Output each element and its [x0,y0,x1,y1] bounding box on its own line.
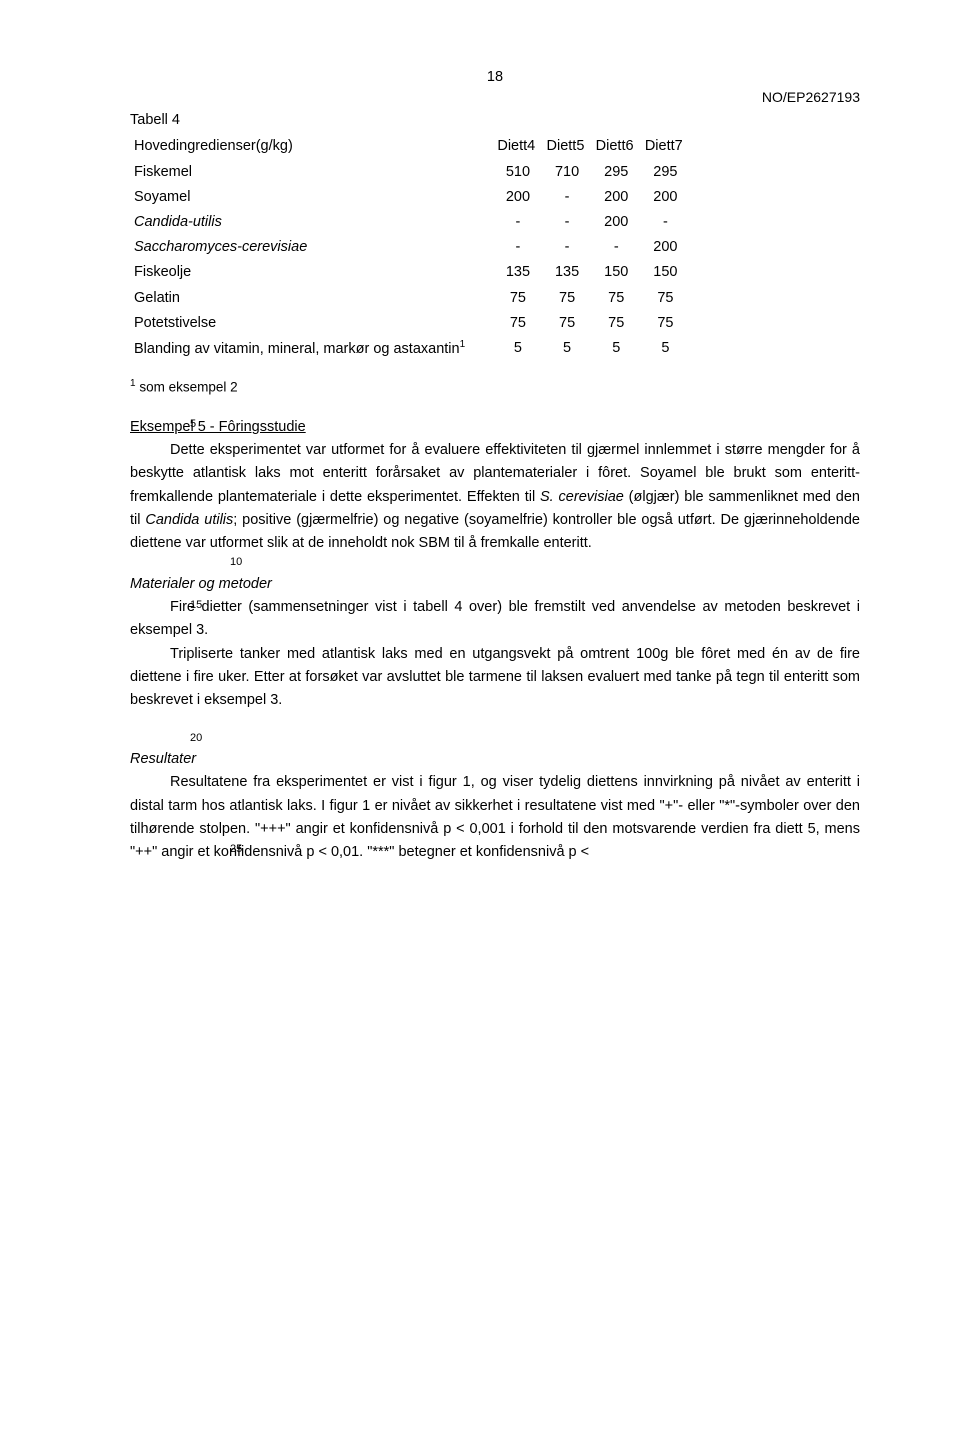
materials-heading: Materialer og metoder [130,573,860,596]
cell-value: 75 [592,311,641,336]
ingredients-table: Hovedingredienser(g/kg) Diett4 Diett5 Di… [130,134,690,362]
cell-value: 200 [493,185,542,210]
cell-value: 710 [543,160,592,185]
cell-value: 200 [592,210,641,235]
col-header: Diett7 [641,134,690,159]
line-number-5: 5 [190,416,196,434]
line-number-15: 15 [190,597,202,615]
table-row: Fiskeolje135135150150 [130,260,690,285]
row-label: Soyamel [130,185,493,210]
table-title: Tabell 4 [130,109,860,132]
table-header-row: Hovedingredienser(g/kg) Diett4 Diett5 Di… [130,134,690,159]
cell-value: - [493,235,542,260]
cell-value: - [641,210,690,235]
cell-value: 510 [493,160,542,185]
table-row: Gelatin75757575 [130,286,690,311]
cell-value: 5 [493,336,542,362]
cell-value: 150 [592,260,641,285]
cell-value: 200 [641,185,690,210]
row-label: Gelatin [130,286,493,311]
table-row: Blanding av vitamin, mineral, markør og … [130,336,690,362]
cell-value: 5 [592,336,641,362]
table-row: Saccharomyces-cerevisiae---200 [130,235,690,260]
cell-value: 150 [641,260,690,285]
row-label: Potetstivelse [130,311,493,336]
row-label: Saccharomyces-cerevisiae [130,235,493,260]
col-header: Hovedingredienser(g/kg) [130,134,493,159]
para-3: Tripliserte tanker med atlantisk laks me… [130,643,860,713]
cell-value: 75 [493,286,542,311]
example5-heading: Eksempel 5 - Fôringsstudie [130,416,860,439]
table-row: Potetstivelse75757575 [130,311,690,336]
row-label: Fiskemel [130,160,493,185]
cell-value: 295 [592,160,641,185]
cell-value: 200 [641,235,690,260]
cell-value: 75 [641,311,690,336]
table-footnote: 1 som eksempel 2 [130,376,860,398]
col-header: Diett6 [592,134,641,159]
table-row: Fiskemel510710295295 [130,160,690,185]
page-number: 18 [130,66,860,89]
para1-text-c: ; positive (gjærmelfrie) og negative (so… [130,512,860,551]
table-row: Soyamel200-200200 [130,185,690,210]
table-row: Candida-utilis--200- [130,210,690,235]
col-header: Diett4 [493,134,542,159]
footnote-text: som eksempel 2 [136,379,238,394]
cell-value: 75 [543,311,592,336]
para-1: 10 Dette eksperimentet var utformet for … [130,439,860,555]
line-number-10: 10 [190,554,242,572]
line-number-20: 20 [190,730,202,748]
cell-value: 5 [543,336,592,362]
col-header: Diett5 [543,134,592,159]
para1-ital1: S. cerevisiae [540,489,624,505]
results-heading: Resultater [130,748,860,771]
line-number-25: 25 [190,841,242,859]
cell-value: 135 [493,260,542,285]
cell-value: 75 [641,286,690,311]
cell-value: - [592,235,641,260]
row-label: Blanding av vitamin, mineral, markør og … [130,336,493,362]
para1-ital2: Candida utilis [145,512,233,528]
cell-value: - [543,210,592,235]
cell-value: 295 [641,160,690,185]
cell-value: - [543,185,592,210]
row-label: Candida-utilis [130,210,493,235]
cell-value: 200 [592,185,641,210]
cell-value: 135 [543,260,592,285]
cell-value: 75 [592,286,641,311]
para-2: Fire dietter (sammensetninger vist i tab… [130,596,860,642]
cell-value: - [543,235,592,260]
cell-value: 75 [543,286,592,311]
document-id: NO/EP2627193 [762,86,860,108]
cell-value: - [493,210,542,235]
para-4: 25 Resultatene fra eksperimentet er vist… [130,771,860,864]
cell-value: 75 [493,311,542,336]
cell-value: 5 [641,336,690,362]
row-label: Fiskeolje [130,260,493,285]
